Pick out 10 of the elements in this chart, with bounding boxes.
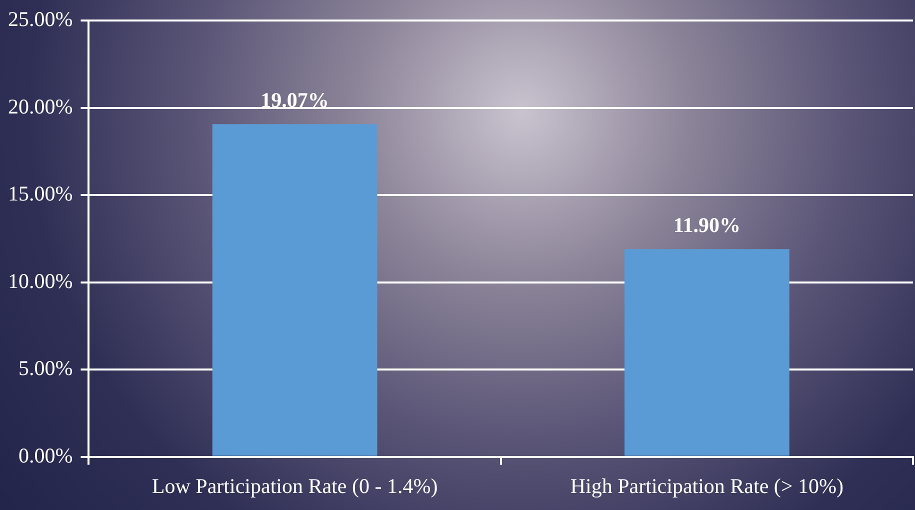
y-tick-label: 20.00% — [8, 94, 73, 118]
y-tick-label: 15.00% — [8, 182, 73, 206]
y-tick-label: 25.00% — [8, 7, 73, 32]
data-label: 11.90% — [673, 213, 740, 238]
y-tick-label: 0.00% — [18, 443, 73, 468]
data-label: 19.07% — [260, 88, 329, 112]
x-tick-label: High Participation Rate (> 10%) — [570, 474, 844, 498]
y-tick-label: 10.00% — [8, 268, 73, 293]
y-tick-label: 5.00% — [18, 356, 73, 380]
x-tick-label: Low Participation Rate (0 - 1.4%) — [152, 474, 438, 498]
